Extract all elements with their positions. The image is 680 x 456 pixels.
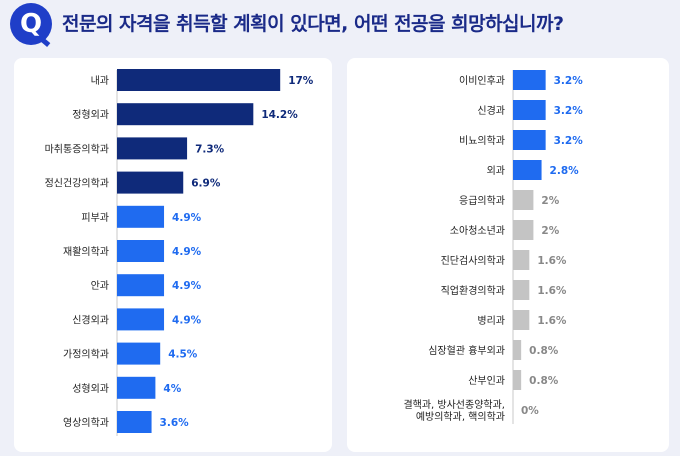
- category-label: 이비인후과: [459, 75, 505, 87]
- category-label: 정형외과: [72, 109, 109, 121]
- category-label: 직업환경의학과: [441, 284, 505, 297]
- bar: [513, 280, 530, 300]
- bar: [117, 342, 161, 365]
- category-label: 외과: [487, 165, 505, 177]
- value-label: 0.8%: [529, 345, 559, 357]
- category-label: 비뇨의학과: [459, 135, 505, 147]
- left-chart-panel: 내과 17% 정형외과 14.2% 마취통증의학과 7.3% 정신건강의학과 6.9% 피부과 4…: [14, 58, 332, 452]
- value-label: 4.9%: [172, 280, 202, 292]
- category-label: 심장혈관 흉부외과: [428, 344, 505, 357]
- bar: [117, 376, 156, 399]
- value-label: 17%: [288, 75, 314, 87]
- category-label: 재활의학과: [63, 245, 109, 258]
- bar: [117, 69, 281, 91]
- value-label: 4%: [163, 383, 181, 395]
- bar: [513, 220, 534, 240]
- value-label: 3.2%: [554, 135, 584, 147]
- value-label: 7.3%: [195, 143, 225, 155]
- bar: [513, 310, 530, 330]
- category-label: 피부과: [81, 212, 109, 224]
- value-label: 4.9%: [172, 314, 202, 326]
- value-label: 0.8%: [529, 375, 559, 387]
- category-label: 응급의학과: [459, 195, 505, 207]
- bar: [117, 103, 254, 126]
- category-label: 정신건강의학과: [45, 178, 109, 190]
- category-label: 신경과: [477, 104, 505, 117]
- value-label: 2%: [541, 225, 559, 237]
- value-label: 2%: [541, 195, 559, 207]
- left-bar-chart: 내과 17% 정형외과 14.2% 마취통증의학과 7.3% 정신건강의학과 6.9% 피부과 4…: [45, 69, 314, 436]
- value-label: 4.9%: [172, 246, 202, 258]
- bar: [117, 308, 165, 331]
- category-label: 소아청소년과: [450, 225, 505, 237]
- right-chart-panel: 이비인후과 3.2% 신경과 3.2% 비뇨의학과 3.2% 외과 2.8% 응급의학과 2% 소아…: [347, 58, 669, 452]
- bar: [513, 130, 546, 150]
- bar: [513, 70, 546, 90]
- value-label: 0%: [521, 405, 539, 417]
- value-label: 6.9%: [191, 178, 221, 190]
- bar: [513, 250, 530, 270]
- value-label: 4.9%: [172, 212, 202, 224]
- bar: [117, 205, 165, 228]
- bar: [513, 190, 534, 210]
- value-label: 3.2%: [554, 105, 584, 117]
- category-label: 신경외과: [72, 313, 109, 326]
- bar: [117, 411, 152, 433]
- bar: [513, 340, 522, 360]
- bar: [513, 370, 522, 390]
- question-badge-icon: Q: [10, 3, 52, 45]
- category-label: 안과: [91, 280, 109, 292]
- category-label: 진단검사의학과: [441, 255, 505, 267]
- bar: [117, 240, 165, 262]
- category-label: 내과: [91, 75, 109, 87]
- value-label: 1.6%: [537, 285, 567, 297]
- category-label: 마취통증의학과: [45, 143, 109, 155]
- bar: [117, 171, 184, 194]
- value-label: 14.2%: [261, 109, 298, 121]
- category-label: 병리과: [477, 315, 505, 327]
- value-label: 4.5%: [168, 349, 198, 361]
- right-bar-chart: 이비인후과 3.2% 신경과 3.2% 비뇨의학과 3.2% 외과 2.8% 응급의학과 2% 소아…: [403, 70, 584, 424]
- bar: [117, 274, 165, 297]
- value-label: 2.8%: [550, 165, 580, 177]
- category-label: 결핵과, 방사선종양학과, 예방의학과, 핵의학과: [403, 399, 505, 423]
- bar: [117, 137, 188, 160]
- value-label: 3.2%: [554, 75, 584, 87]
- category-label: 성형외과: [72, 383, 109, 395]
- category-label: 영상의학과: [63, 417, 109, 429]
- value-label: 1.6%: [537, 315, 567, 327]
- value-label: 1.6%: [537, 255, 567, 267]
- question-header: Q 전문의 자격을 취득할 계획이 있다면, 어떤 전공을 희망하십니까?: [0, 0, 680, 48]
- question-title: 전문의 자격을 취득할 계획이 있다면, 어떤 전공을 희망하십니까?: [62, 13, 564, 35]
- category-label: 가정의학과: [63, 349, 109, 361]
- value-label: 3.6%: [160, 417, 190, 429]
- category-label: 산부인과: [468, 375, 505, 387]
- bar: [513, 100, 546, 120]
- bar: [513, 160, 542, 180]
